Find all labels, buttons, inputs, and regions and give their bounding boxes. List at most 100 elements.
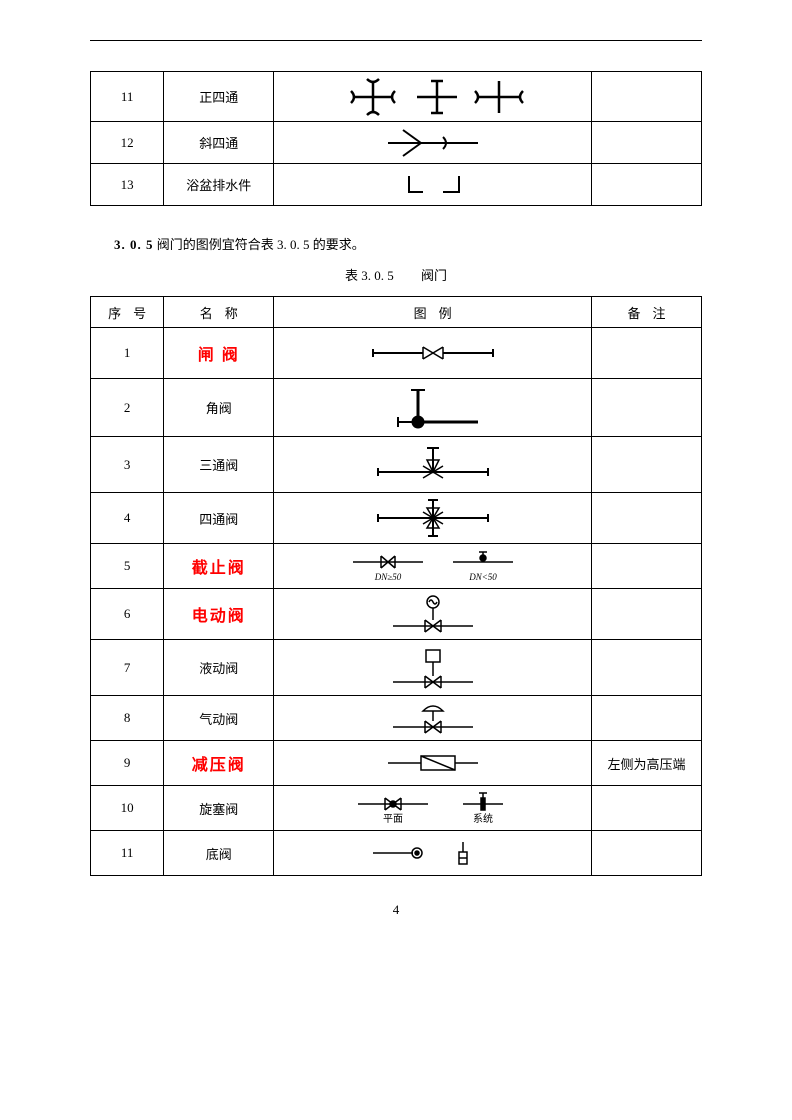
table-row: 13 浴盆排水件 <box>91 164 702 206</box>
table-row: 6 电动阀 <box>91 589 702 640</box>
angle-valve-icon <box>378 384 488 432</box>
table-row: 12 斜四通 <box>91 122 702 164</box>
table-row: 4 四通阀 <box>91 493 702 544</box>
cell-num: 11 <box>91 72 164 122</box>
table-row: 9 减压阀 左侧为高压端 <box>91 741 702 786</box>
cell-note <box>592 72 702 122</box>
table-row: 7 液动阀 <box>91 640 702 696</box>
table-row: 11 正四通 <box>91 72 702 122</box>
caption-title: 阀门 <box>421 268 447 283</box>
cell-num: 12 <box>91 122 164 164</box>
section-number: 3. 0. 5 <box>114 237 154 252</box>
sub-label: 平面 <box>383 814 403 825</box>
cell-symbol: DN≥50 DN<50 <box>274 544 592 589</box>
sub-label: 系统 <box>473 812 493 825</box>
cell-num: 2 <box>91 379 164 437</box>
table-row: 10 旋塞阀 平面 系统 <box>91 786 702 831</box>
cell-num: 13 <box>91 164 164 206</box>
cell-name: 斜四通 <box>164 122 274 164</box>
bathtub-drain-icon <box>373 170 493 200</box>
table-row: 5 截止阀 DN≥50 DN<50 <box>91 544 702 589</box>
cell-note: 左侧为高压端 <box>592 741 702 786</box>
cell-name: 浴盆排水件 <box>164 164 274 206</box>
electric-valve-icon <box>373 592 493 636</box>
cell-symbol <box>274 696 592 741</box>
header-num: 序号 <box>91 297 164 328</box>
cell-symbol <box>274 437 592 493</box>
cell-num: 4 <box>91 493 164 544</box>
cell-num: 7 <box>91 640 164 696</box>
stop-valve-icon: DN≥50 DN<50 <box>333 548 533 584</box>
cell-name: 减压阀 <box>164 741 274 786</box>
sub-label: DN≥50 <box>373 572 401 582</box>
cell-name: 气动阀 <box>164 696 274 741</box>
foot-valve-icon <box>353 838 513 868</box>
cell-name: 角阀 <box>164 379 274 437</box>
gate-valve-icon <box>363 341 503 365</box>
symbol-table-continuation: 11 正四通 12 斜四通 <box>90 71 702 206</box>
cell-note <box>592 640 702 696</box>
cell-note <box>592 696 702 741</box>
cell-symbol <box>274 72 592 122</box>
cell-symbol <box>274 831 592 876</box>
table-row: 3 三通阀 <box>91 437 702 493</box>
cell-name: 截止阀 <box>164 544 274 589</box>
cell-note <box>592 589 702 640</box>
cell-num: 11 <box>91 831 164 876</box>
table-caption: 表 3. 0. 5 阀门 <box>90 265 702 284</box>
cell-num: 6 <box>91 589 164 640</box>
cell-num: 5 <box>91 544 164 589</box>
table-row: 11 底阀 <box>91 831 702 876</box>
cell-symbol <box>274 741 592 786</box>
four-way-valve-icon <box>363 496 503 540</box>
valve-symbol-table: 序号 名称 图例 备注 1 闸 阀 2 角阀 <box>90 296 702 876</box>
cell-note <box>592 493 702 544</box>
cell-note <box>592 544 702 589</box>
cell-note <box>592 831 702 876</box>
pressure-reducing-valve-icon <box>373 750 493 776</box>
valve-name-highlight: 闸 阀 <box>198 347 240 364</box>
cell-name: 三通阀 <box>164 437 274 493</box>
cell-name: 液动阀 <box>164 640 274 696</box>
cell-name: 正四通 <box>164 72 274 122</box>
table-row: 1 闸 阀 <box>91 328 702 379</box>
cell-name: 旋塞阀 <box>164 786 274 831</box>
valve-name-highlight: 减压阀 <box>192 757 246 774</box>
valve-name-highlight: 截止阀 <box>192 560 246 577</box>
three-way-valve-icon <box>363 442 503 488</box>
cell-name: 四通阀 <box>164 493 274 544</box>
cell-num: 9 <box>91 741 164 786</box>
header-symbol: 图例 <box>274 297 592 328</box>
header-note: 备注 <box>592 297 702 328</box>
cell-name: 电动阀 <box>164 589 274 640</box>
cell-note <box>592 379 702 437</box>
cell-symbol <box>274 328 592 379</box>
cell-symbol <box>274 640 592 696</box>
cell-symbol <box>274 379 592 437</box>
pneumatic-valve-icon <box>373 699 493 737</box>
cell-num: 3 <box>91 437 164 493</box>
cell-name: 闸 阀 <box>164 328 274 379</box>
hydraulic-valve-icon <box>373 644 493 692</box>
plug-valve-icon: 平面 系统 <box>333 790 533 826</box>
page-number: 4 <box>90 902 702 918</box>
cell-note <box>592 164 702 206</box>
cell-num: 8 <box>91 696 164 741</box>
cross-four-way-icon <box>333 75 533 119</box>
section-heading: 3. 0. 5 阀门的图例宜符合表 3. 0. 5 的要求。 <box>114 234 702 253</box>
valve-name-highlight: 电动阀 <box>192 608 246 625</box>
caption-number: 表 3. 0. 5 <box>345 268 394 283</box>
cell-symbol <box>274 493 592 544</box>
section-text: 阀门的图例宜符合表 3. 0. 5 的要求。 <box>157 237 365 252</box>
cell-symbol <box>274 122 592 164</box>
table-row: 2 角阀 <box>91 379 702 437</box>
sub-label: DN<50 <box>468 572 497 582</box>
page-header-rule <box>90 40 702 41</box>
cell-name: 底阀 <box>164 831 274 876</box>
cell-symbol <box>274 164 592 206</box>
cell-note <box>592 786 702 831</box>
table-header-row: 序号 名称 图例 备注 <box>91 297 702 328</box>
cell-num: 1 <box>91 328 164 379</box>
cell-symbol <box>274 589 592 640</box>
cell-note <box>592 437 702 493</box>
